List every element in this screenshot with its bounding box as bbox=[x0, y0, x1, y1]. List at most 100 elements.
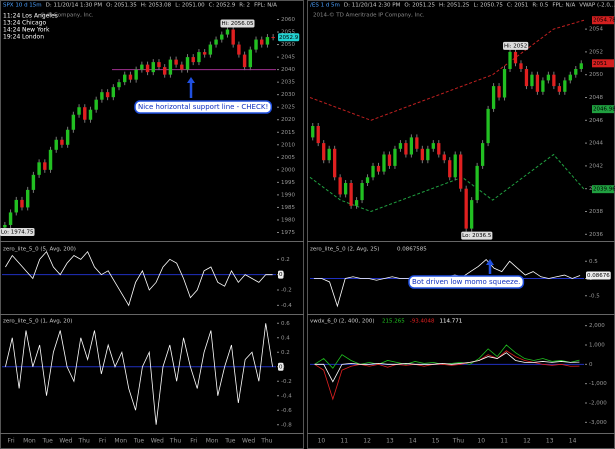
candle bbox=[497, 86, 501, 98]
x-tick-label: Wed bbox=[151, 438, 164, 445]
candle bbox=[349, 183, 353, 206]
tag-text: Lo: 2036.5 bbox=[462, 233, 492, 239]
x-tick-label: 10 bbox=[477, 438, 485, 445]
y-tick-label: -2,000 bbox=[589, 401, 607, 407]
marker-box bbox=[592, 16, 614, 25]
header-field: SPX 10 d 15m bbox=[3, 3, 42, 9]
candle bbox=[464, 188, 468, 229]
tag-box bbox=[461, 231, 493, 240]
candle bbox=[502, 69, 507, 98]
candle bbox=[220, 34, 224, 40]
marker-label: 2046.98 bbox=[593, 107, 615, 113]
header-field: L: 2051.00 bbox=[175, 3, 205, 9]
candle bbox=[271, 37, 275, 39]
x-tick-label: 13 bbox=[386, 438, 394, 445]
header-field: VWAP (-2.0,... bbox=[579, 3, 615, 9]
x-tick-label: Mon bbox=[23, 438, 36, 445]
y-tick-label: 2025 bbox=[281, 105, 295, 111]
candle bbox=[140, 64, 144, 70]
candle bbox=[376, 165, 381, 172]
candle bbox=[31, 174, 36, 190]
y-tick-label: 2010 bbox=[281, 142, 295, 148]
oscillator-line bbox=[5, 250, 273, 307]
y-tick-label: 2054 bbox=[589, 27, 603, 33]
header-field: FPL: N/A bbox=[552, 3, 575, 9]
candle bbox=[54, 139, 58, 150]
y-tick-label: 2005 bbox=[281, 155, 295, 161]
y-tick-label: 1995 bbox=[281, 180, 295, 186]
x-tick-label: Thu bbox=[260, 438, 272, 445]
candle bbox=[557, 86, 561, 92]
price-tag: Lo: 1974.75 bbox=[0, 227, 35, 236]
x-tick-label: 15 bbox=[432, 438, 440, 445]
y-tick-label: 2030 bbox=[281, 92, 295, 98]
y-tick-label: -0.4 bbox=[281, 393, 292, 399]
level-marker: 2046.98 bbox=[592, 105, 615, 114]
clock-city: London bbox=[22, 34, 44, 41]
oscillator-line bbox=[5, 323, 273, 425]
y-tick-label: 2040 bbox=[281, 67, 295, 73]
panel-frame bbox=[307, 0, 615, 449]
pane-title: zero_lite_5_0 (5, Avg, 200) bbox=[3, 247, 76, 253]
candle bbox=[260, 39, 264, 45]
candle bbox=[117, 82, 121, 88]
candle bbox=[88, 109, 93, 120]
marker-label: 2039.96 bbox=[593, 187, 615, 193]
x-tick-label: 11 bbox=[340, 438, 348, 445]
price-tag: Hi: 2052 bbox=[503, 41, 529, 50]
header-field: R: 2 bbox=[239, 3, 250, 9]
header-field: /ES 1 d 5m bbox=[310, 3, 340, 9]
tag-text: 2052.9 bbox=[279, 35, 299, 41]
header-field: D: 11/20/14 1:30 PM bbox=[46, 3, 103, 9]
candle bbox=[480, 143, 485, 166]
header-field: O: 2051.35 bbox=[106, 3, 137, 9]
y-tick-label: 0.5 bbox=[589, 259, 598, 265]
y-tick-label: -0.6 bbox=[281, 408, 292, 414]
annotation-text: Nice horizontal support line - CHECK! bbox=[138, 103, 268, 111]
level-marker: 2054.78 bbox=[592, 16, 615, 25]
candle bbox=[77, 107, 81, 115]
candle bbox=[382, 154, 386, 172]
marker-box bbox=[592, 105, 614, 114]
candle bbox=[535, 74, 540, 92]
tag-text: 0 bbox=[279, 272, 283, 278]
candle bbox=[3, 224, 7, 228]
pane-title: zero_lite_5_0 (2, Avg, 25) bbox=[310, 247, 379, 253]
candle bbox=[316, 126, 320, 144]
price-tag: 0 bbox=[278, 362, 284, 371]
candle bbox=[431, 143, 435, 149]
y-tick-label: -1,000 bbox=[589, 381, 607, 387]
y-tick-label: 2038 bbox=[589, 209, 603, 215]
candle bbox=[14, 199, 18, 213]
y-tick-label: -0.5 bbox=[589, 293, 600, 299]
candle bbox=[37, 162, 41, 175]
y-tick-label: 2055 bbox=[281, 30, 295, 36]
y-tick-label: -0.2 bbox=[281, 288, 292, 294]
price-tag: 0.08676 bbox=[586, 271, 611, 280]
header-field: H: 2053.08 bbox=[141, 3, 172, 9]
candle bbox=[197, 52, 201, 63]
candle bbox=[311, 126, 315, 138]
price-tag: Lo: 2036.5 bbox=[461, 231, 493, 240]
candle bbox=[338, 177, 342, 195]
candle bbox=[365, 177, 370, 183]
candle bbox=[25, 189, 30, 208]
x-tick-label: Wed bbox=[59, 438, 72, 445]
level-marker: 2039.96 bbox=[592, 185, 615, 194]
pane-title: vwdx_6_0 (2, 400, 200) bbox=[310, 319, 375, 325]
legend-entry: 215.265 bbox=[382, 319, 405, 325]
candle bbox=[442, 154, 446, 161]
candle bbox=[157, 62, 161, 68]
candle bbox=[508, 51, 512, 69]
x-tick-label: Fri bbox=[8, 438, 15, 445]
candle bbox=[145, 64, 150, 73]
x-tick-label: Tue bbox=[42, 438, 54, 445]
x-tick-label: Tue bbox=[133, 438, 145, 445]
candle bbox=[48, 149, 53, 170]
tag-text: Lo: 1974.75 bbox=[1, 229, 34, 235]
legend-entry: 114.771 bbox=[439, 319, 462, 325]
annotation-box bbox=[134, 100, 273, 114]
x-tick-label: Tue bbox=[224, 438, 236, 445]
header-field: L: 2050.75 bbox=[473, 3, 503, 9]
candle bbox=[354, 200, 359, 206]
